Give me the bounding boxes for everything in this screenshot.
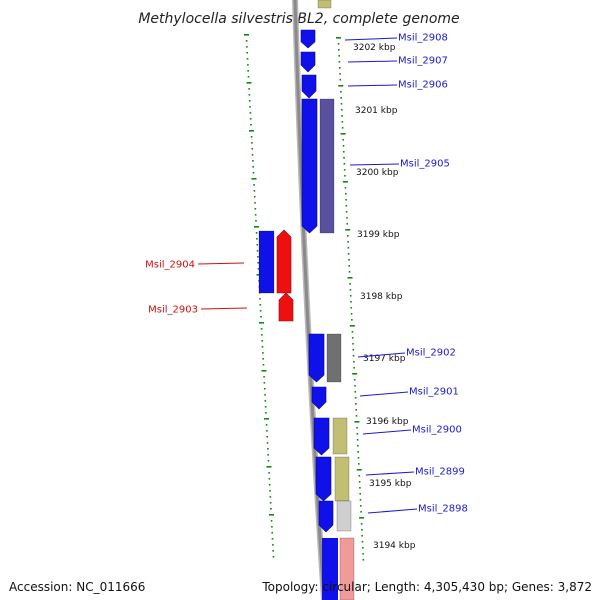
annotation-block <box>326 333 342 383</box>
gene-msil-2901 <box>311 386 327 410</box>
gene-leader-line <box>359 391 409 397</box>
gene-msil-2907 <box>300 51 316 73</box>
annotation-block <box>317 0 332 9</box>
left-tick-column <box>244 34 275 558</box>
annotation-block <box>334 456 350 502</box>
gene-partial <box>322 538 338 600</box>
gene-msil-2899 <box>315 456 332 502</box>
kbp-label: 3199 kbp <box>357 230 400 240</box>
kbp-label: 3202 kbp <box>353 43 396 53</box>
gene-leader-line <box>365 471 415 476</box>
gene-label[interactable]: Msil_2906 <box>398 80 448 91</box>
topology-label: Topology: circular; Length: 4,305,430 bp… <box>262 580 592 594</box>
genome-title: Methylocella silvestris BL2, complete ge… <box>138 11 459 27</box>
kbp-label: 3201 kbp <box>355 106 398 116</box>
annotation-block <box>339 537 355 600</box>
kbp-label: 3195 kbp <box>369 479 412 489</box>
gene-msil-2898 <box>318 500 334 533</box>
annotation-block <box>336 500 352 532</box>
gene-leader-line <box>344 37 398 41</box>
gene-label[interactable]: Msil_2898 <box>418 504 468 515</box>
gene-label[interactable]: Msil_2908 <box>398 33 448 44</box>
gene-leader-line <box>367 508 418 514</box>
kbp-label: 3197 kbp <box>363 354 406 364</box>
kbp-label: 3198 kbp <box>360 292 403 302</box>
annotation-block <box>319 98 335 234</box>
gene-msil-2900 <box>313 417 330 456</box>
gene-msil-2908 <box>300 29 316 49</box>
gene-label[interactable]: Msil_2900 <box>412 425 462 436</box>
kbp-label: 3194 kbp <box>373 541 416 551</box>
gene-labels: Msil_2908 Msil_2907 Msil_2906 Msil_2905 Msil… <box>145 33 468 515</box>
accession-label: Accession: NC_011666 <box>9 580 146 594</box>
genome-backbone <box>292 0 327 600</box>
gene-label[interactable]: Msil_2905 <box>400 159 450 170</box>
kbp-label: 3200 kbp <box>356 168 399 178</box>
gene-msil-2904-reverse <box>258 230 275 294</box>
gene-leader-line <box>200 307 248 310</box>
gene-leader-line <box>197 262 245 265</box>
gene-label[interactable]: Msil_2907 <box>398 56 448 67</box>
gene-leader-line <box>347 60 398 63</box>
gene-leader-line <box>349 163 400 166</box>
feature-track <box>258 0 355 600</box>
gene-msil-2906 <box>301 74 317 99</box>
kbp-label: 3196 kbp <box>366 417 409 427</box>
gene-label[interactable]: Msil_2902 <box>406 348 456 359</box>
gene-msil-2902 <box>308 333 325 383</box>
gene-msil-2905 <box>301 98 318 234</box>
gene-label[interactable]: Msil_2899 <box>415 467 465 478</box>
gene-label[interactable]: Msil_2904 <box>145 260 195 271</box>
gene-label[interactable]: Msil_2903 <box>148 305 198 316</box>
backbone-line <box>293 0 326 600</box>
annotation-block <box>332 417 348 455</box>
gene-leader-line <box>347 84 398 87</box>
gene-msil-2904-partner <box>276 229 292 294</box>
gene-msil-2903 <box>278 292 294 322</box>
kbp-scale-labels: 3202 kbp 3201 kbp 3200 kbp 3199 kbp 3198 kbp… <box>353 43 416 551</box>
gene-leader-line <box>357 352 406 358</box>
gene-label[interactable]: Msil_2901 <box>409 387 459 398</box>
right-tick-column <box>336 37 365 561</box>
gene-leader-line <box>362 429 412 435</box>
